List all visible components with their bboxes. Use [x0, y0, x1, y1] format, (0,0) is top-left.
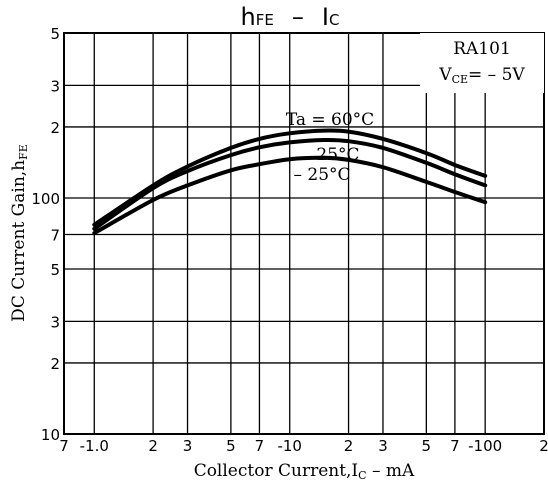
title-ic-sub: C — [329, 11, 339, 29]
vce-sub: CE — [452, 73, 468, 86]
x-tick-label: 5 — [422, 437, 432, 455]
xlabel-sub: C — [358, 469, 366, 482]
series-lines — [92, 128, 488, 236]
title-hfe-sub: FE — [256, 11, 274, 29]
x-axis-label: Collector Current,IC – mA — [194, 461, 415, 482]
xlabel-suffix: – mA — [367, 461, 415, 481]
series-label-60c: Ta = 60°C — [286, 110, 374, 130]
x-tick-label: 7 — [59, 437, 69, 455]
x-tick-label: 3 — [183, 437, 193, 455]
y-axis-label: DC Current Gain,hFE — [9, 144, 30, 322]
y-tick-label: 3 — [50, 77, 60, 95]
x-tick-label: 2 — [148, 437, 158, 455]
vce-label: VCE= – 5V — [438, 65, 525, 86]
x-tick-label: 2 — [539, 437, 548, 455]
series-label-25c: 25°C — [316, 145, 359, 165]
y-tick-label: 7 — [50, 227, 60, 245]
title-dash: – — [292, 3, 304, 31]
vce-value: = – 5V — [468, 65, 525, 85]
ylabel-text: DC Current Gain,h — [9, 160, 29, 322]
title-hfe: h — [241, 3, 256, 31]
vce-main: V — [438, 65, 452, 85]
y-tick-label: 2 — [50, 355, 60, 373]
x-tick-label: -1.0 — [80, 437, 109, 455]
y-tick-label: 5 — [50, 261, 60, 279]
series-line-0 — [92, 128, 488, 227]
grid — [63, 32, 545, 435]
y-tick-label: 2 — [50, 119, 60, 137]
x-tick-label: 3 — [378, 437, 388, 455]
title-ic: I — [322, 3, 329, 31]
y-tick-label: 10 — [41, 426, 60, 444]
y-tick-label: 3 — [50, 313, 60, 331]
device-label: RA101 — [453, 39, 511, 59]
x-tick-label: 5 — [226, 437, 236, 455]
ylabel-sub: FE — [17, 144, 30, 160]
series-label-minus25c: – 25°C — [293, 165, 350, 185]
y-tick-label: 5 — [50, 25, 60, 43]
plot-border — [63, 32, 545, 435]
x-tick-label: 2 — [344, 437, 354, 455]
x-tick-label: 7 — [255, 437, 265, 455]
series-line-2 — [92, 155, 488, 236]
y-tick-label: 100 — [31, 190, 60, 208]
series-line-1 — [92, 137, 488, 231]
x-tick-label: -100 — [468, 437, 502, 455]
chart-title: hFE – IC — [241, 3, 340, 31]
xlabel-text: Collector Current,I — [194, 461, 358, 481]
x-tick-label: -10 — [277, 437, 302, 455]
annotation-box — [420, 33, 544, 93]
x-tick-label: 7 — [450, 437, 460, 455]
